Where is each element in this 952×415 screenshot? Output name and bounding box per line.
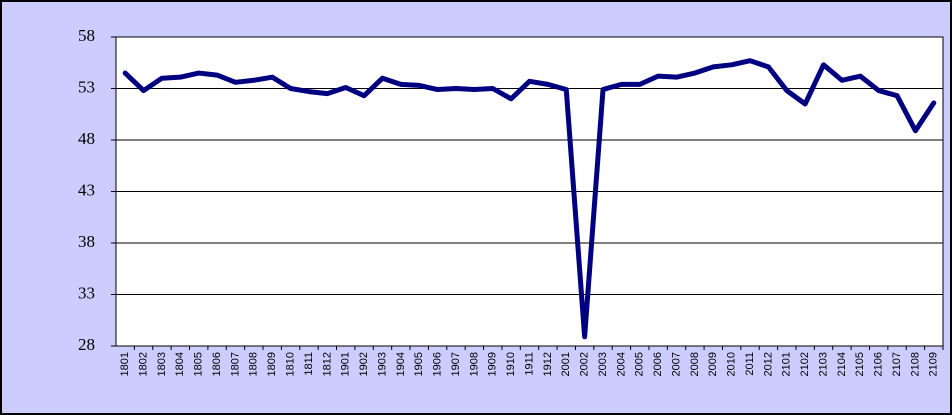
y-tick-label: 48 [78,129,95,148]
x-tick-label: 1902 [358,352,370,376]
x-tick-label: 1809 [266,352,278,376]
x-tick-label: 2008 [689,352,701,376]
x-tick-label: 1801 [119,352,131,376]
x-tick-label: 2007 [670,352,682,376]
x-tick-label: 2012 [762,352,774,376]
x-tick-label: 1912 [542,352,554,376]
x-tick-label: 2102 [799,352,811,376]
x-tick-label: 1807 [229,352,241,376]
x-tick-label: 1802 [137,352,149,376]
x-tick-label: 2002 [579,352,591,376]
x-tick-label: 2104 [836,352,848,376]
x-tick-label: 1907 [450,352,462,376]
x-tick-label: 1905 [413,352,425,376]
y-tick-label: 58 [78,26,95,45]
x-tick-label: 2107 [891,352,903,376]
x-tick-label: 1909 [487,352,499,376]
x-tick-label: 2103 [817,352,829,376]
y-tick-label: 53 [78,77,95,96]
x-tick-label: 1910 [505,352,517,376]
x-tick-label: 2005 [634,352,646,376]
data-line [122,58,937,340]
x-tick-label: 1803 [156,352,168,376]
y-tick-label: 28 [78,335,95,354]
x-tick-label: 2006 [652,352,664,376]
x-tick-label: 1911 [523,352,535,376]
x-tick-label: 1812 [321,352,333,376]
x-tick-label: 2109 [928,352,940,376]
x-tick-label: 2105 [854,352,866,376]
x-tick-label: 1908 [468,352,480,376]
y-tick-label: 33 [78,283,95,302]
x-tick-label: 2003 [597,352,609,376]
x-tick-label: 2106 [873,352,885,376]
x-tick-label: 1811 [303,352,315,376]
x-tick-label: 1808 [248,352,260,376]
x-tick-label: 1804 [174,352,186,376]
y-tick-label: 38 [78,232,95,251]
x-tick-label: 2101 [781,352,793,376]
x-tick-label: 2004 [615,352,627,376]
x-tick-label: 1904 [395,352,407,376]
x-tick-label: 1810 [284,352,296,376]
x-tick-label: 1903 [376,352,388,376]
x-tick-label: 1806 [211,352,223,376]
x-tick-label: 1805 [193,352,205,376]
x-tick-label: 2010 [726,352,738,376]
x-tick-label: 2009 [707,352,719,376]
x-tick-label: 2108 [909,352,921,376]
x-tick-label: 1906 [432,352,444,376]
x-tick-label: 1901 [340,352,352,376]
x-tick-label: 2001 [560,352,572,376]
x-tick-label: 2011 [744,352,756,376]
y-tick-label: 43 [78,180,95,199]
